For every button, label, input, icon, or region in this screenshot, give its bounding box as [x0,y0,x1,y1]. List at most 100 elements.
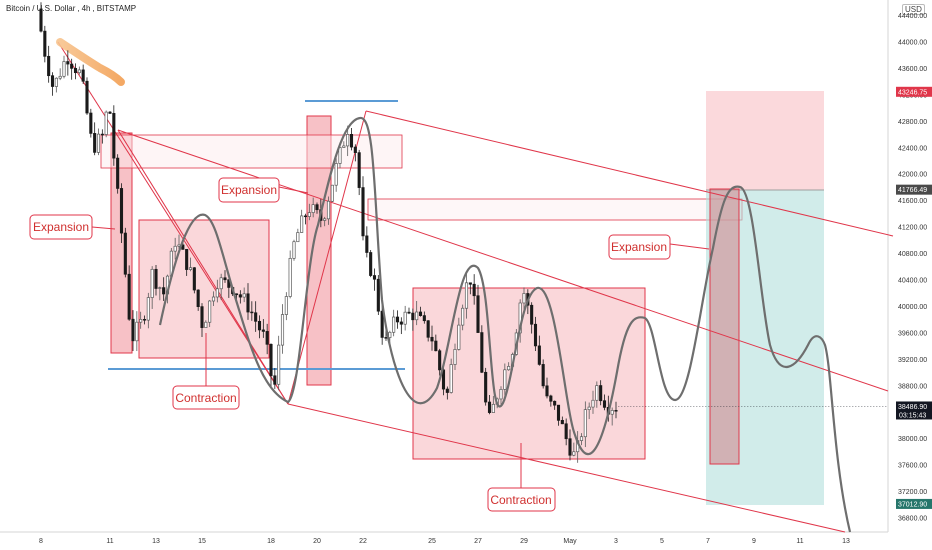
candle-body [54,77,58,87]
price-tick-label: 44400.00 [898,13,927,20]
candle-body [537,345,541,365]
candle-body [556,404,561,421]
candle-body [484,371,488,403]
candle-body [545,385,549,397]
candle-body [108,111,112,114]
candle-body [472,283,476,297]
candle-body [499,389,503,400]
expansion-label: Expansion [29,214,116,240]
candle-body [142,319,147,321]
candle-body [430,336,434,342]
price-tick-label: 39600.00 [898,330,927,337]
price-tag-label: 38486.90 [898,404,927,411]
candle-body [238,294,242,298]
candle-body [158,287,162,289]
candle-body [418,311,423,316]
time-tick-label: 13 [152,538,160,545]
candle-body [560,419,564,425]
candle-body [376,278,380,312]
candle-body [395,316,400,323]
expansion-label-text: Expansion [611,240,667,254]
candle-body [215,288,219,298]
candle-body [234,293,239,296]
candle-body [491,403,495,413]
candle-body [464,282,469,309]
stop-loss-zone [706,91,824,190]
channel-mid-line [117,129,889,392]
currency-badge[interactable]: USD [902,4,925,15]
price-tag-label: 37012.90 [898,501,927,508]
interval-label: 4h [81,4,91,13]
candle-body [219,277,223,290]
candle-body [326,200,331,220]
price-tag [896,401,932,420]
price-tick-label: 40000.00 [898,304,927,311]
candle-body [50,75,55,87]
price-tag-label: 43246.75 [898,89,927,96]
candle-body [288,257,292,297]
candle-body [334,163,338,186]
countdown-label: 03:15:43 [899,412,926,419]
time-tick-label: 15 [198,538,206,545]
price-tag [896,86,932,97]
candle-body [39,8,43,32]
candle-body [146,297,150,321]
candle-body [250,311,254,314]
price-tick-label: 36800.00 [898,516,927,523]
candle-body [162,287,166,295]
candle-body [595,385,599,401]
contraction-label-text: Contraction [175,391,236,405]
candle-body [127,273,131,320]
candle-body [85,80,89,114]
candle-body [365,235,369,253]
channel-lower-line [287,403,846,533]
channel-upper-line [365,110,894,237]
candle-body [62,61,66,77]
candle-body [123,232,127,275]
candle-body [43,30,47,57]
candle-body [361,187,365,237]
candle-body [388,331,392,338]
projection-path [158,116,852,533]
time-tick-label: 29 [520,538,528,545]
candle-body [441,369,446,390]
time-tick-label: 11 [796,538,803,545]
candle-body [411,312,415,321]
resistance-zone [367,198,743,221]
price-tick-label: 37200.00 [898,489,927,496]
time-tick-label: 27 [474,538,482,545]
candle-body [112,113,116,159]
candle-body [503,369,507,390]
candle-body [257,320,262,331]
candle-body [392,316,396,333]
candle-body [338,147,342,164]
price-tick-label: 38800.00 [898,383,927,390]
candle-body [246,293,250,313]
candle-body [311,204,315,213]
candle-body [223,277,227,281]
candle-body [150,268,154,298]
candle-body [461,307,465,326]
expansion-label: Expansion [608,234,710,260]
candle-body [330,184,334,202]
candle-body [185,248,189,270]
candle-body [135,321,139,342]
price-tick-label: 43600.00 [898,66,927,73]
price-tick-label: 40800.00 [898,251,927,258]
candle-body [407,311,411,314]
candle-body [269,343,273,377]
price-tick-label: 41600.00 [898,198,927,205]
candle-body [568,438,572,456]
time-tick-label: 9 [752,538,756,545]
candle-body [296,232,300,243]
time-axis[interactable]: 8 11 13 15 18 20 22 25 27 29 May 3 5 7 9 11 13 [39,538,850,545]
candle-body [154,268,158,289]
candle-body [533,323,538,347]
candle-body [610,410,614,415]
candle-body [468,282,472,285]
candle-body [188,267,193,270]
candle-body [196,289,200,307]
time-tick-label: 8 [39,538,43,545]
